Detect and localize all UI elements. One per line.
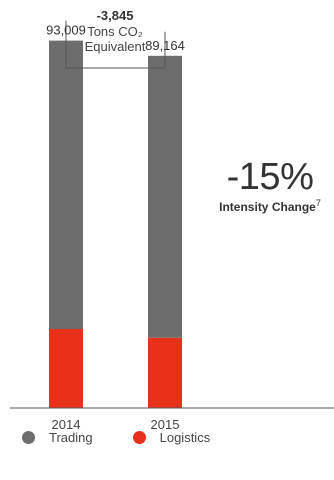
legend-label-logistics: Logistics [159,430,211,445]
x-tick-label-2015: 2015 [151,417,180,432]
intensity-label: Intensity Change7 [206,198,334,214]
intensity-label-text: Intensity Change [219,200,316,214]
legend-item-trading: Trading [22,430,93,445]
bar-trading-2014 [49,40,83,330]
bar-logistics-2015 [148,337,182,408]
intensity-change-annotation: -15% Intensity Change7 [206,158,334,214]
bracket-line [65,20,166,69]
difference-unit-line1: Tons CO₂ [87,23,143,39]
legend-swatch-logistics [132,431,146,444]
total-label-2014: 93,009 [46,23,86,38]
x-tick-label-2014: 2014 [52,417,81,432]
difference-value: -3,845 [96,8,134,23]
labels-group: 93,009 2014 89,164 2015 [46,23,185,432]
difference-bracket [65,20,166,69]
legend-label-trading: Trading [49,430,93,445]
intensity-footnote: 7 [315,198,321,208]
bar-logistics-2014 [49,329,83,408]
bar-trading-2015 [148,55,182,338]
legend-swatch-trading [22,431,35,444]
difference-unit-line2: Equivalent [84,39,146,55]
intensity-percent: -15% [226,156,314,198]
bars-group [49,40,182,408]
total-label-2015: 89,164 [145,38,185,53]
difference-annotation: -3,845 Tons CO₂ Equivalent [30,8,200,55]
legend-item-logistics: Logistics [132,430,211,445]
legend: Trading Logistics [22,430,250,445]
